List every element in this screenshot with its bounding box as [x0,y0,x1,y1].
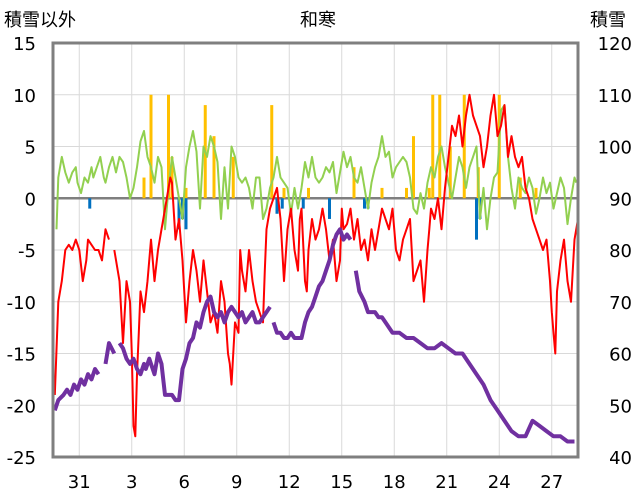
series-0-bar [462,94,466,199]
x-tick-label: 24 [488,472,511,493]
series-1-bar [328,198,331,219]
right-tick-label: 120 [598,34,632,55]
series-3-line [53,228,110,395]
series-4-line [117,294,272,403]
right-tick-label: 110 [598,86,632,107]
series-0-bar [270,105,274,199]
left-tick-label: -15 [7,345,36,366]
right-tick-label: 90 [609,189,632,210]
x-tick-label: 21 [435,472,458,493]
series-0-bar [534,187,538,199]
series-2-line [55,104,578,231]
series-0-bar [212,136,216,199]
x-tick-label: 9 [231,472,242,493]
left-tick-label: -20 [7,396,36,417]
series-0-bar [431,94,435,199]
x-tick-label: 18 [383,472,406,493]
left-tick-label: -5 [18,241,36,262]
plot-area [52,93,579,444]
series-1-bar [275,198,279,214]
series-1-bar [363,198,366,209]
left-tick-label: -10 [7,293,36,314]
left-ticks: 15 10 5 0 -5 -10 -15 -20 -25 [7,34,36,469]
series-0-bar [307,187,310,199]
right-tick-label: 100 [598,138,632,159]
series-4-line [103,341,117,365]
chart-title: 和寒 [300,10,336,31]
right-tick-label: 80 [609,241,632,262]
x-ticks: 31 3 6 9 12 15 18 21 24 27 [68,472,563,493]
series-0-bar [149,94,153,199]
series-0-bar [438,94,442,199]
x-tick-label: 27 [540,472,563,493]
left-tick-label: 10 [13,86,36,107]
x-tick-label: 12 [278,472,301,493]
right-tick-label: 60 [609,345,632,366]
left-tick-label: 0 [25,189,36,210]
x-tick-label: 3 [126,472,137,493]
right-tick-label: 40 [609,448,632,469]
series-0-bar [427,187,431,199]
left-axis-label: 積雪以外 [4,10,76,31]
series-0-bar [518,177,522,199]
series-0-bar [352,167,356,199]
series-3-line [113,93,579,438]
series-0-bar [167,94,170,199]
series-1-bar [88,198,92,209]
right-ticks: 120 110 100 90 80 70 60 50 40 [598,34,632,469]
left-tick-label: 15 [13,34,36,55]
x-tick-label: 31 [68,472,91,493]
series-0-bar [448,146,452,199]
series-0-bar [184,187,188,199]
series-1-bar [280,198,284,209]
series-1-bar [177,198,181,230]
series-1-bar [475,198,478,240]
series-1-bar [301,198,305,209]
right-tick-label: 50 [609,396,632,417]
series-0-bar [231,156,235,199]
series-4-line [353,270,575,444]
series-0-bar [282,187,286,199]
x-tick-label: 6 [179,472,190,493]
series-0-bar [380,187,384,199]
left-tick-label: 5 [25,138,36,159]
right-tick-label: 70 [609,293,632,314]
right-axis-label: 積雪 [590,10,626,31]
plot-border [51,41,580,459]
series-1-bar [184,198,188,230]
series-4-line [271,227,353,340]
x-tick-label: 15 [330,472,353,493]
left-tick-label: -25 [7,448,36,469]
series-0-bar [142,177,146,199]
series-0-bar [412,136,415,199]
series-0-bar [405,187,408,199]
series-4-line [52,367,101,412]
series-0-bar [170,156,174,199]
